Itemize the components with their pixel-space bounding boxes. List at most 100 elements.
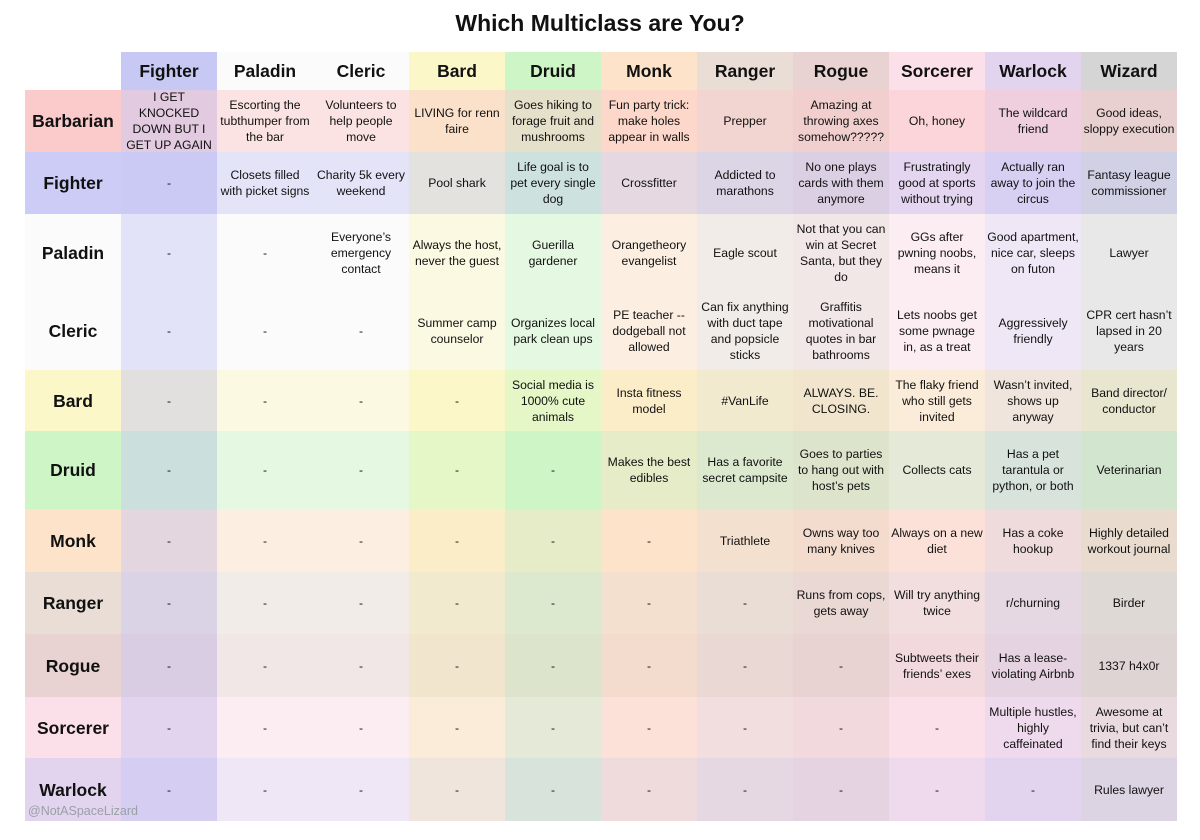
row-header-monk: Monk (25, 509, 121, 572)
combo-cell-fighter-paladin: Closets filled with picket signs (217, 152, 313, 214)
combo-cell-sorcerer-paladin: - (217, 697, 313, 758)
corner-cell (25, 52, 121, 90)
combo-cell-paladin-cleric: Everyone’s emergency contact (313, 214, 409, 292)
column-header-cleric: Cleric (313, 52, 409, 90)
combo-cell-paladin-fighter: - (121, 214, 217, 292)
combo-cell-monk-sorcerer: Always on a new diet (889, 509, 985, 572)
combo-cell-bard-paladin: - (217, 370, 313, 431)
combo-cell-monk-druid: - (505, 509, 601, 572)
combo-cell-warlock-wizard: Rules lawyer (1081, 758, 1177, 821)
combo-cell-ranger-sorcerer: Will try anything twice (889, 572, 985, 634)
watermark: @NotASpaceLizard (28, 804, 138, 818)
column-header-sorcerer: Sorcerer (889, 52, 985, 90)
combo-cell-warlock-sorcerer: - (889, 758, 985, 821)
combo-cell-paladin-wizard: Lawyer (1081, 214, 1177, 292)
combo-cell-bard-bard: - (409, 370, 505, 431)
combo-cell-cleric-warlock: Aggressively friendly (985, 292, 1081, 370)
combo-cell-monk-monk: - (601, 509, 697, 572)
combo-cell-sorcerer-rogue: - (793, 697, 889, 758)
combo-cell-sorcerer-ranger: - (697, 697, 793, 758)
combo-cell-rogue-ranger: - (697, 634, 793, 697)
combo-cell-rogue-fighter: - (121, 634, 217, 697)
combo-cell-fighter-bard: Pool shark (409, 152, 505, 214)
combo-cell-monk-rogue: Owns way too many knives (793, 509, 889, 572)
row-header-ranger: Ranger (25, 572, 121, 634)
row-header-cleric: Cleric (25, 292, 121, 370)
combo-cell-ranger-druid: - (505, 572, 601, 634)
combo-cell-ranger-ranger: - (697, 572, 793, 634)
column-header-rogue: Rogue (793, 52, 889, 90)
combo-cell-ranger-wizard: Birder (1081, 572, 1177, 634)
combo-cell-fighter-warlock: Actually ran away to join the circus (985, 152, 1081, 214)
page-title: Which Multiclass are You? (455, 10, 745, 36)
combo-cell-warlock-druid: - (505, 758, 601, 821)
combo-cell-bard-wizard: Band director/ conductor (1081, 370, 1177, 431)
combo-cell-warlock-ranger: - (697, 758, 793, 821)
combo-cell-sorcerer-monk: - (601, 697, 697, 758)
combo-cell-barbarian-wizard: Good ideas, sloppy execution (1081, 90, 1177, 152)
combo-cell-druid-cleric: - (313, 431, 409, 509)
combo-cell-rogue-wizard: 1337 h4x0r (1081, 634, 1177, 697)
combo-cell-warlock-bard: - (409, 758, 505, 821)
combo-cell-ranger-cleric: - (313, 572, 409, 634)
combo-cell-warlock-cleric: - (313, 758, 409, 821)
combo-cell-paladin-sorcerer: GGs after pwning noobs, means it (889, 214, 985, 292)
combo-cell-paladin-ranger: Eagle scout (697, 214, 793, 292)
column-header-fighter: Fighter (121, 52, 217, 90)
column-header-ranger: Ranger (697, 52, 793, 90)
combo-cell-sorcerer-sorcerer: - (889, 697, 985, 758)
combo-cell-barbarian-druid: Goes hiking to forage fruit and mushroom… (505, 90, 601, 152)
combo-cell-bard-sorcerer: The flaky friend who still gets invited (889, 370, 985, 431)
combo-cell-rogue-bard: - (409, 634, 505, 697)
combo-cell-sorcerer-bard: - (409, 697, 505, 758)
combo-cell-druid-fighter: - (121, 431, 217, 509)
combo-cell-ranger-warlock: r/churning (985, 572, 1081, 634)
combo-cell-fighter-druid: Life goal is to pet every single dog (505, 152, 601, 214)
combo-cell-rogue-druid: - (505, 634, 601, 697)
combo-cell-barbarian-cleric: Volunteers to help people move (313, 90, 409, 152)
column-header-wizard: Wizard (1081, 52, 1177, 90)
multiclass-grid: Fighter Paladin Cleric Bard Druid Monk Ranger R… (25, 52, 1177, 821)
combo-cell-paladin-paladin: - (217, 214, 313, 292)
combo-cell-cleric-rogue: Graffitis motivational quotes in bar bat… (793, 292, 889, 370)
combo-cell-druid-druid: - (505, 431, 601, 509)
combo-cell-druid-wizard: Veterinarian (1081, 431, 1177, 509)
combo-cell-druid-ranger: Has a favorite secret campsite (697, 431, 793, 509)
combo-cell-sorcerer-warlock: Multiple hustles, highly caffeinated (985, 697, 1081, 758)
combo-cell-warlock-paladin: - (217, 758, 313, 821)
combo-cell-warlock-monk: - (601, 758, 697, 821)
combo-cell-monk-paladin: - (217, 509, 313, 572)
combo-cell-fighter-monk: Crossfitter (601, 152, 697, 214)
column-header-paladin: Paladin (217, 52, 313, 90)
combo-cell-paladin-rogue: Not that you can win at Secret Santa, bu… (793, 214, 889, 292)
combo-cell-bard-monk: Insta fitness model (601, 370, 697, 431)
combo-cell-warlock-fighter: - (121, 758, 217, 821)
combo-cell-ranger-fighter: - (121, 572, 217, 634)
combo-cell-ranger-bard: - (409, 572, 505, 634)
combo-cell-monk-ranger: Triathlete (697, 509, 793, 572)
combo-cell-druid-warlock: Has a pet tarantula or python, or both (985, 431, 1081, 509)
combo-cell-rogue-monk: - (601, 634, 697, 697)
combo-cell-barbarian-paladin: Escorting the tubthumper from the bar (217, 90, 313, 152)
combo-cell-monk-fighter: - (121, 509, 217, 572)
combo-cell-barbarian-rogue: Amazing at throwing axes somehow????? (793, 90, 889, 152)
combo-cell-fighter-ranger: Addicted to marathons (697, 152, 793, 214)
combo-cell-sorcerer-wizard: Awesome at trivia, but can’t find their … (1081, 697, 1177, 758)
row-header-sorcerer: Sorcerer (25, 697, 121, 758)
combo-cell-cleric-paladin: - (217, 292, 313, 370)
combo-cell-cleric-bard: Summer camp counselor (409, 292, 505, 370)
combo-cell-monk-warlock: Has a coke hookup (985, 509, 1081, 572)
combo-cell-fighter-wizard: Fantasy league commissioner (1081, 152, 1177, 214)
combo-cell-ranger-monk: - (601, 572, 697, 634)
combo-cell-barbarian-fighter: I GET KNOCKED DOWN BUT I GET UP AGAIN (121, 90, 217, 152)
combo-cell-sorcerer-fighter: - (121, 697, 217, 758)
combo-cell-cleric-sorcerer: Lets noobs get some pwnage in, as a trea… (889, 292, 985, 370)
combo-cell-druid-bard: - (409, 431, 505, 509)
combo-cell-cleric-cleric: - (313, 292, 409, 370)
combo-cell-bard-rogue: ALWAYS. BE. CLOSING. (793, 370, 889, 431)
combo-cell-paladin-druid: Guerilla gardener (505, 214, 601, 292)
combo-cell-rogue-rogue: - (793, 634, 889, 697)
row-header-barbarian: Barbarian (25, 90, 121, 152)
combo-cell-warlock-rogue: - (793, 758, 889, 821)
row-header-paladin: Paladin (25, 214, 121, 292)
